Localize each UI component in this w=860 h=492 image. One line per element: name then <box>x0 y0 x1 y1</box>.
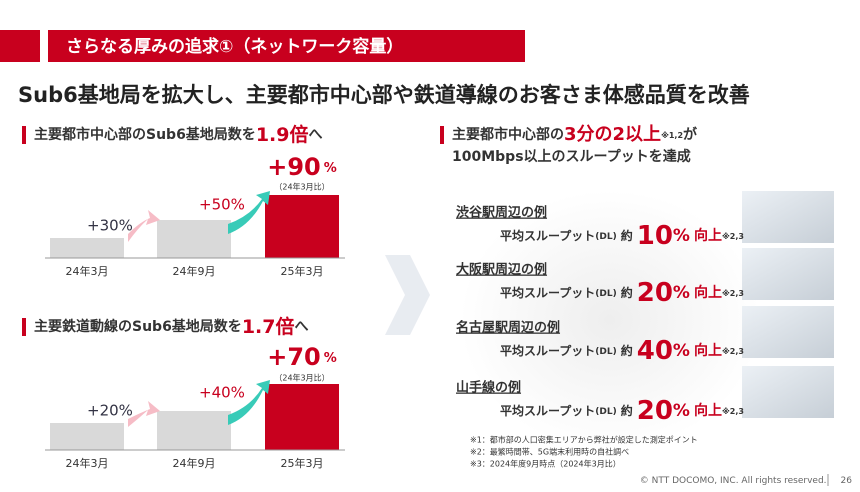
footnote: ※1：都市部の人口密集エリアから弊社が設定した測定ポイント <box>470 435 698 445</box>
total-label: +70% <box>267 343 337 371</box>
footer: © NTT DOCOMO, INC. All rights reserved. 2… <box>640 476 852 486</box>
header-title: さらなる厚みの追求①（ネットワーク容量） <box>66 36 403 57</box>
total-unit: % <box>324 161 337 176</box>
step-arrow <box>128 210 160 242</box>
heading-mark <box>22 318 26 336</box>
result-approx: 約 <box>621 228 633 243</box>
category-label: 24年3月 <box>66 456 109 470</box>
category-label: 25年3月 <box>281 264 324 278</box>
example-name: 山手線の例 <box>456 380 521 396</box>
step-label: +50% <box>199 196 245 214</box>
example-name: 大阪駅周辺の例 <box>456 262 547 278</box>
result-suffix: 向上 <box>694 402 722 419</box>
heading-text: へ <box>294 319 308 335</box>
example-name: 名古屋駅周辺の例 <box>456 320 560 336</box>
result-note: ※2,3 <box>722 288 744 298</box>
example-result: 平均スループット(DL) 約 40% 向上※2,3 <box>500 336 744 366</box>
result-note: ※2,3 <box>722 231 744 241</box>
heading-text: 主要鉄道動線のSub6基地局数を <box>34 318 242 335</box>
footnote: ※2：最繁時間帯、5G端末利用時の自社調べ <box>470 447 629 457</box>
step-arrow <box>128 401 160 427</box>
result-unit: % <box>673 283 690 303</box>
result-value: 20 <box>637 278 673 308</box>
result-unit: % <box>673 341 690 361</box>
heading-note: ※1,2 <box>661 130 683 140</box>
result-suffix: 向上 <box>694 342 722 359</box>
result-value: 10 <box>637 221 673 251</box>
result-unit: % <box>673 401 690 421</box>
step-arrow <box>228 191 270 234</box>
headline: Sub6基地局を拡大し、主要都市中心部や鉄道導線のお客さま体感品質を改善 <box>18 83 750 107</box>
copyright: © NTT DOCOMO, INC. All rights reserved. <box>640 476 827 486</box>
result-label: 平均スループット <box>500 228 595 243</box>
result-suffix: 向上 <box>694 227 722 244</box>
chart-heading: 主要鉄道動線のSub6基地局数を1.7倍へ <box>34 315 308 338</box>
result-label: 平均スループット <box>500 285 595 300</box>
step-arrow <box>228 380 270 425</box>
right-heading: 主要都市中心部の3分の2以上※1,2が <box>452 124 698 145</box>
result-dl: (DL) <box>595 232 616 242</box>
result-suffix: 向上 <box>694 284 722 301</box>
right-heading-line2: 100Mbps以上のスループットを達成 <box>452 148 691 165</box>
total-unit: % <box>324 351 337 366</box>
result-value: 20 <box>637 396 673 426</box>
result-dl: (DL) <box>595 347 616 357</box>
bar <box>50 423 124 450</box>
step-label: +20% <box>87 402 133 420</box>
example-name: 渋谷駅周辺の例 <box>456 205 547 221</box>
photo <box>742 306 834 358</box>
total-note: （24年3月比） <box>274 182 329 192</box>
bar <box>265 195 339 258</box>
total-note: （24年3月比） <box>274 373 329 383</box>
total-value: +90 <box>267 153 321 181</box>
heading-mark <box>440 126 444 144</box>
bar <box>50 238 124 258</box>
result-dl: (DL) <box>595 407 616 417</box>
footnote: ※3：2024年度9月時点（2024年3月比） <box>470 459 621 469</box>
total-label: +90% <box>267 153 337 181</box>
example-result: 平均スループット(DL) 約 20% 向上※2,3 <box>500 396 744 426</box>
step-label: +40% <box>199 384 245 402</box>
heading-text: 主要都市中心部の <box>452 126 564 143</box>
header-band <box>48 30 525 62</box>
heading-text: が <box>683 126 698 143</box>
result-label: 平均スループット <box>500 403 595 418</box>
result-approx: 約 <box>621 285 633 300</box>
example-result: 平均スループット(DL) 約 20% 向上※2,3 <box>500 278 744 308</box>
page-number: 26 <box>841 476 853 486</box>
photo <box>742 366 834 418</box>
category-label: 24年9月 <box>173 264 216 278</box>
photo <box>742 191 834 243</box>
category-label: 24年3月 <box>66 264 109 278</box>
category-label: 25年3月 <box>281 456 324 470</box>
category-label: 24年9月 <box>173 456 216 470</box>
heading-text: へ <box>308 127 322 143</box>
example-result: 平均スループット(DL) 約 10% 向上※2,3 <box>500 221 744 251</box>
result-approx: 約 <box>621 403 633 418</box>
heading-emphasis: 3分の2以上 <box>564 124 661 145</box>
heading-emphasis: 1.7倍 <box>242 315 295 338</box>
result-label: 平均スループット <box>500 343 595 358</box>
heading-text: 主要都市中心部のSub6基地局数を <box>34 126 256 143</box>
photo <box>742 248 834 300</box>
header-mark <box>0 30 40 62</box>
result-unit: % <box>673 226 690 246</box>
result-note: ※2,3 <box>722 346 744 356</box>
heading-mark <box>22 126 26 144</box>
result-note: ※2,3 <box>722 406 744 416</box>
total-value: +70 <box>267 343 321 371</box>
result-dl: (DL) <box>595 289 616 299</box>
bar <box>157 220 231 258</box>
step-label: +30% <box>87 217 133 235</box>
bar <box>265 384 339 450</box>
chart-heading: 主要都市中心部のSub6基地局数を1.9倍へ <box>34 123 322 146</box>
result-approx: 約 <box>621 343 633 358</box>
backdrop <box>460 190 760 450</box>
arrow <box>385 255 430 335</box>
bar <box>157 411 231 450</box>
heading-emphasis: 1.9倍 <box>256 123 309 146</box>
result-value: 40 <box>637 336 673 366</box>
